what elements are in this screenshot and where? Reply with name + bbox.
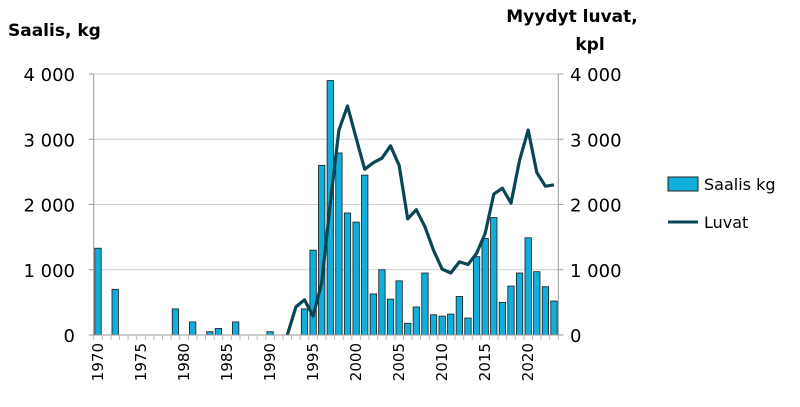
bar-2012	[455, 296, 463, 336]
left-y-tick-label: 0	[64, 326, 75, 347]
x-tick-label: 2020	[519, 343, 537, 381]
left-axis-title: Saalis, kg	[8, 21, 101, 41]
x-tick-label: 1985	[218, 343, 236, 381]
legend-bar-swatch	[667, 176, 699, 192]
x-tick-label: 2000	[347, 343, 365, 381]
x-tick-label: 1980	[175, 343, 193, 381]
bar-1984	[214, 328, 223, 336]
right-y-tick-label: 3 000	[570, 130, 622, 151]
bar-2014	[472, 256, 481, 336]
bar-2020	[524, 237, 532, 336]
x-tick-label: 1995	[304, 343, 322, 381]
bar-2008	[421, 272, 429, 336]
bar-2001	[361, 174, 369, 336]
bar-1986	[232, 321, 240, 336]
legend-label-saalis: Saalis kg	[704, 175, 776, 194]
right-axis-title-line2: kpl	[575, 35, 604, 55]
left-y-tick-label: 2 000	[23, 196, 75, 217]
right-y-tick-label: 1 000	[570, 261, 622, 282]
right-y-tick-label: 4 000	[570, 65, 622, 86]
bar-1994	[300, 308, 309, 336]
left-y-tick-label: 3 000	[23, 130, 75, 151]
line-luvat	[285, 104, 555, 336]
bar-2002	[369, 293, 377, 336]
left-y-tick-label: 4 000	[23, 65, 75, 86]
x-tick-label: 1975	[132, 343, 150, 381]
bar-2010	[438, 315, 446, 336]
bar-2016	[490, 217, 498, 336]
bar-2006	[404, 322, 412, 336]
bar-1999	[343, 212, 352, 336]
right-y-tick-label: 2 000	[570, 196, 622, 217]
bar-2000	[352, 221, 360, 336]
bar-2005	[395, 280, 403, 336]
bar-2011	[447, 313, 455, 336]
bar-1981	[189, 321, 197, 336]
bar-2023	[550, 300, 558, 336]
bar-2018	[507, 285, 515, 336]
bar-2004	[386, 298, 395, 336]
bar-2007	[412, 306, 420, 336]
x-tick-label: 1990	[261, 343, 279, 381]
bar-1979	[171, 308, 180, 336]
bar-2019	[515, 272, 524, 336]
bar-1972	[111, 288, 119, 336]
bar-1970	[94, 247, 102, 336]
bar-2022	[541, 286, 549, 336]
bar-1998	[335, 152, 343, 336]
legend: Saalis kg Luvat	[667, 175, 776, 232]
left-y-tick-label: 1 000	[23, 261, 75, 282]
x-tick-label: 1970	[89, 343, 107, 381]
bar-2015	[481, 238, 489, 336]
x-tick-label: 2010	[433, 343, 451, 381]
bar-2003	[378, 269, 386, 336]
bar-2017	[498, 301, 506, 336]
x-tick-label: 2005	[390, 343, 408, 381]
right-axis-title-line1: Myydyt luvat,	[506, 7, 637, 27]
right-y-tick-label: 0	[570, 326, 581, 347]
bar-2021	[533, 271, 541, 336]
bar-2009	[429, 314, 438, 336]
bar-1995	[309, 249, 317, 336]
legend-label-luvat: Luvat	[704, 213, 748, 232]
bar-2013	[464, 317, 472, 336]
x-tick-label: 2015	[476, 343, 494, 381]
